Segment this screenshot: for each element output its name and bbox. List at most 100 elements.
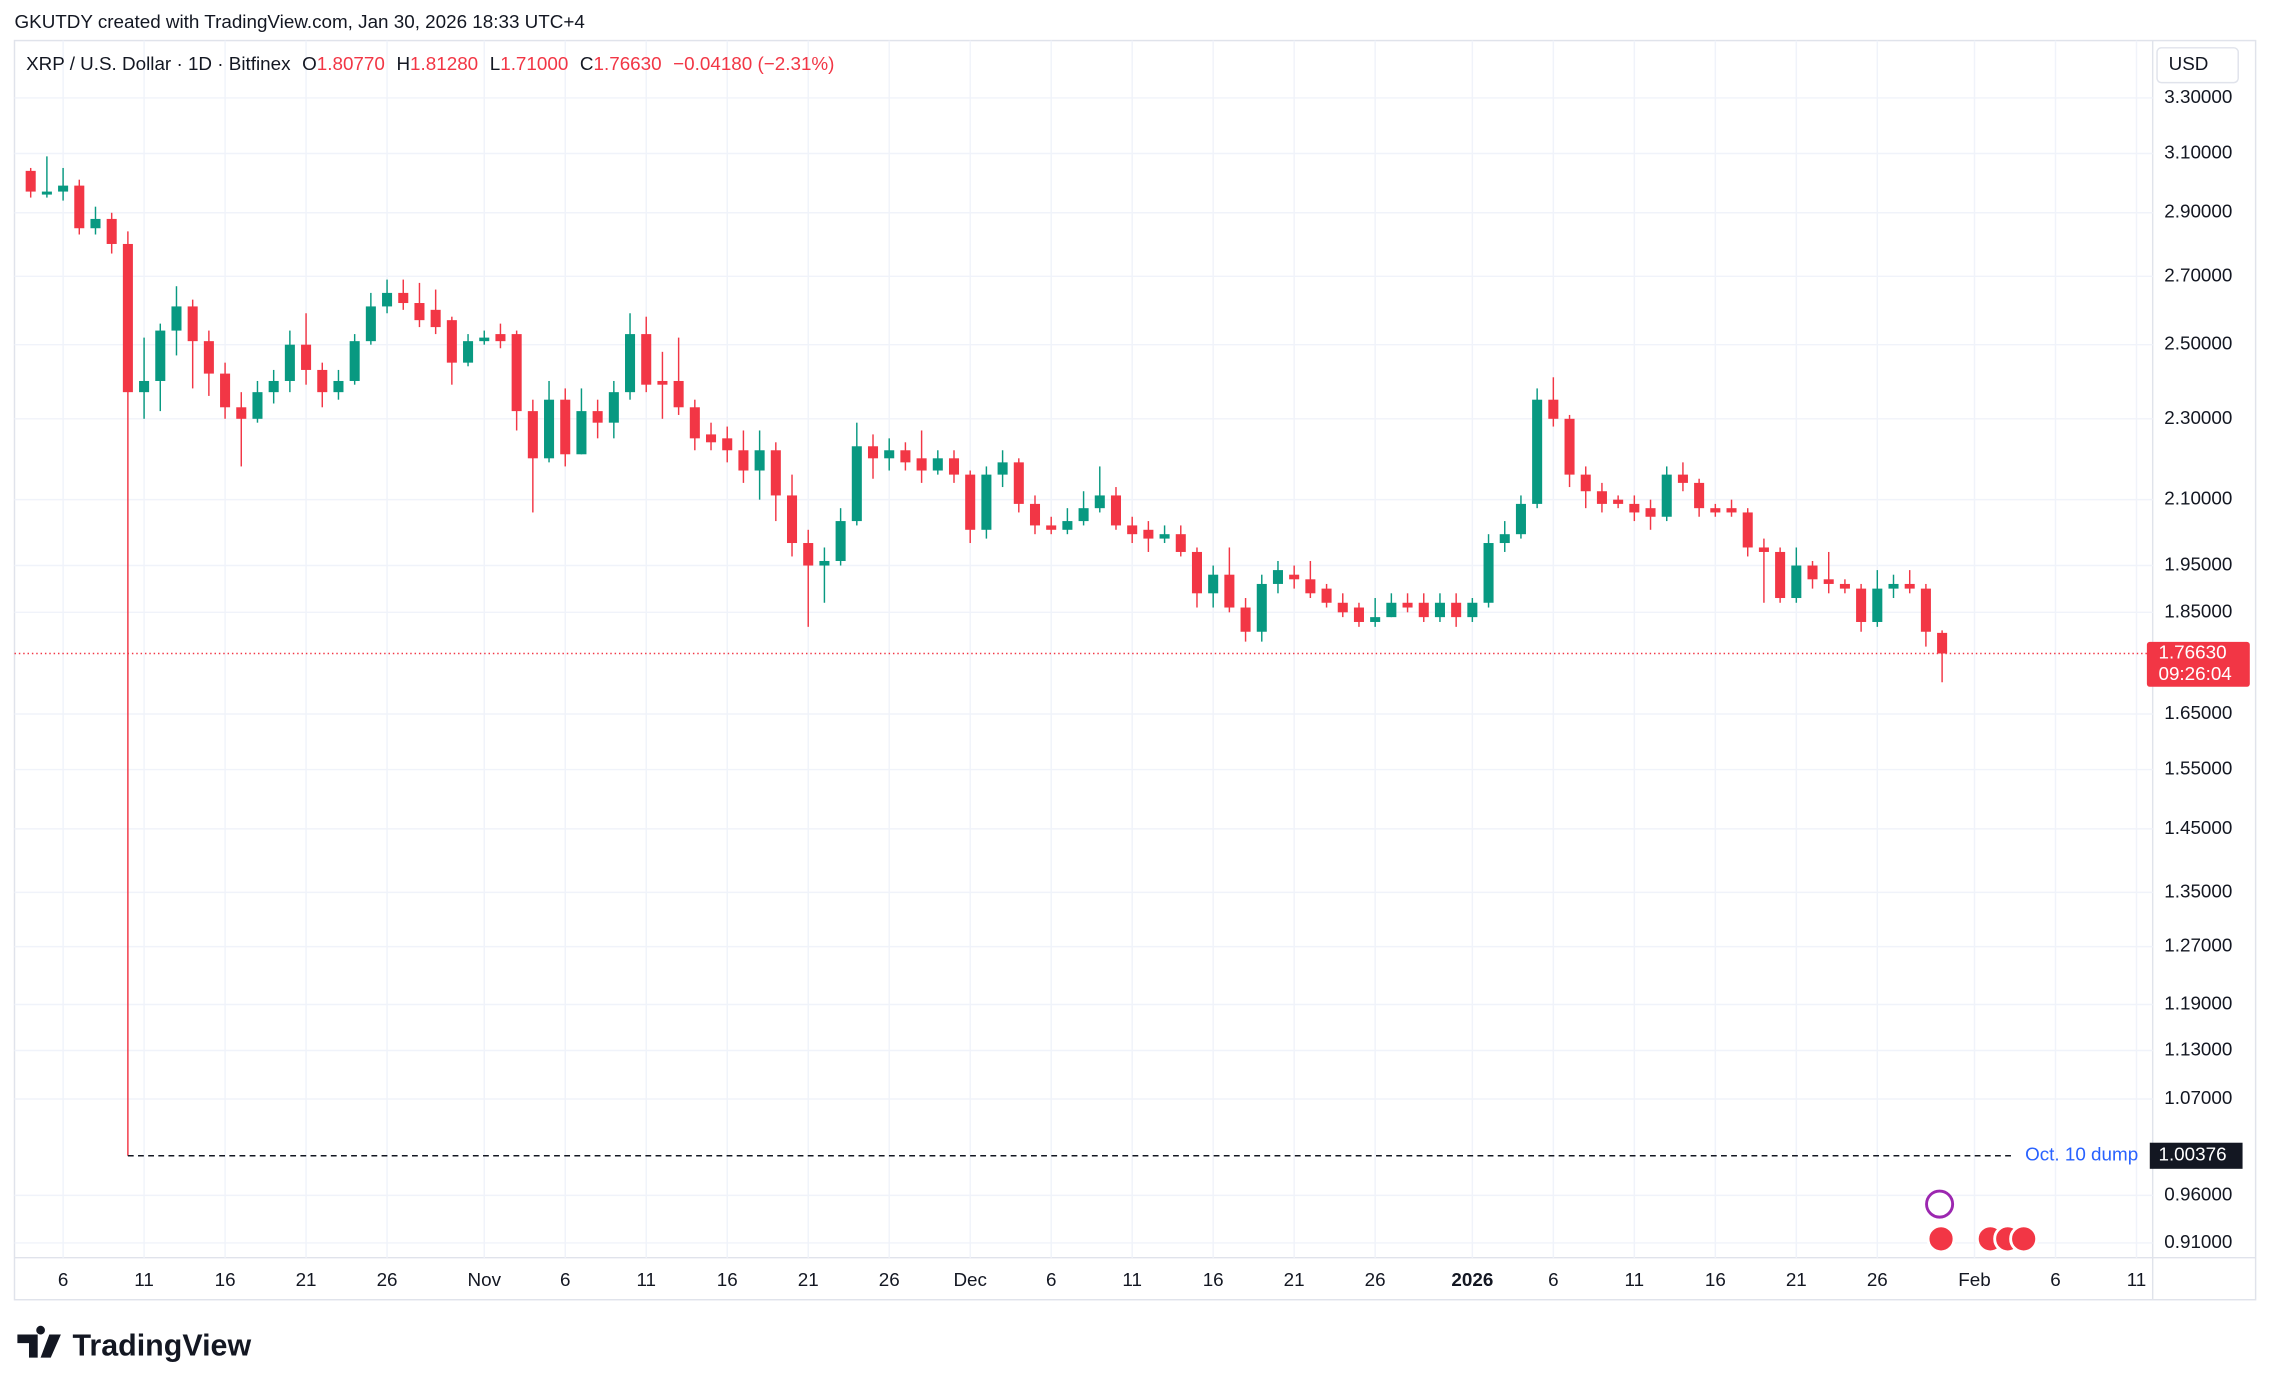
candle-body [1467,602,1478,618]
x-tick-label: 11 [2127,1269,2147,1290]
candle-body [1370,617,1381,622]
x-tick-label: 21 [798,1269,819,1290]
candle-body [576,411,587,455]
candle-body [1191,551,1202,594]
y-tick-label: 0.96000 [2164,1183,2232,1204]
legend-key: H [396,53,410,74]
candle-body [236,407,247,419]
candle-body [1127,525,1138,535]
x-tick-label: 21 [1786,1269,1807,1290]
candle-body [122,243,133,393]
candle-body [446,320,457,363]
y-tick-label: 1.45000 [2164,817,2232,838]
candle-body [1920,588,1931,632]
x-tick-label: 26 [1365,1269,1386,1290]
candle-body [1904,583,1915,589]
candle-body [754,450,765,471]
candle-body [511,334,522,412]
candle-body [560,399,571,455]
candle-body [625,334,636,393]
candle-body [301,344,312,370]
x-tick-label: 21 [296,1269,317,1290]
candle-body [592,411,603,423]
y-tick-label: 0.91000 [2164,1231,2232,1252]
candle-body [544,399,555,459]
candle-body [706,434,717,443]
brand-icon [17,1325,61,1358]
candle-body [1143,529,1154,539]
y-tick-label: 1.55000 [2164,758,2232,779]
candle-body [1094,495,1105,509]
candle-body [1483,543,1494,603]
y-tick-label: 2.50000 [2164,333,2232,354]
candle-body [1029,503,1041,526]
candle-body [284,344,295,381]
candle-body [414,303,425,321]
x-tick-label: 16 [1203,1269,1224,1290]
candle-body [1791,565,1802,599]
candle-body [916,458,927,471]
candle-body [1321,588,1332,603]
y-tick-label: 3.30000 [2164,86,2232,107]
annotation-price: 1.00376 [2158,1144,2226,1165]
x-tick-label: 26 [879,1269,900,1290]
candle-body [1451,602,1462,618]
y-tick-label: 2.70000 [2164,264,2232,285]
candle-body [25,170,36,192]
x-tick-label: 26 [1867,1269,1888,1290]
candle-body [1629,503,1640,513]
event-icon[interactable] [2009,1224,2039,1254]
candle-body [495,334,506,342]
currency[interactable]: USD [2169,53,2209,74]
candle-body [1499,534,1510,544]
candle-body [139,380,150,393]
candle-body [252,392,263,419]
y-tick-label: 1.85000 [2164,600,2232,621]
candle-body [786,495,798,544]
candle-body [90,218,101,229]
candle-body [770,450,781,496]
legend-change: −0.04180 (−2.31%) [673,53,834,74]
currency-button[interactable] [2156,47,2239,84]
candle-body [981,474,992,530]
last-price-box [2146,641,2250,687]
y-tick-label: 2.90000 [2164,201,2232,222]
annotation-text: Oct. 10 dump [2025,1144,2138,1165]
candle-body [171,306,182,331]
y-tick-label: 2.10000 [2164,488,2232,509]
x-tick-label: 16 [717,1269,738,1290]
candle-body [1110,495,1122,526]
candle-body [997,462,1008,475]
candle-body [948,458,960,475]
candle-body [1807,565,1818,580]
candle-body [1775,551,1786,599]
x-tick-label: 6 [2050,1269,2060,1290]
candle-body [527,411,538,459]
candle-body [900,450,911,463]
event-icon[interactable] [1925,1189,1955,1219]
candle-body [965,474,976,530]
candle-body [1159,534,1170,539]
candle-body [1353,607,1364,622]
candle-body [1013,462,1024,504]
candle-body [1256,583,1267,632]
countdown: 09:26:04 [2158,663,2231,684]
candle-body [41,191,52,195]
candle-body [884,450,895,459]
x-tick-label: 21 [1284,1269,1305,1290]
candle-body [1208,574,1219,594]
event-icon[interactable] [1926,1224,1956,1254]
candle-body [1240,607,1251,632]
candle-body [106,218,117,244]
candle-body [58,185,69,192]
legend-value: 1.76630 [594,53,662,74]
x-tick-label: 26 [377,1269,398,1290]
candle-body [1564,418,1575,475]
candle-body [1402,602,1413,608]
header: GKUTDY created with TradingView.com, Jan… [14,11,584,32]
candle-body [333,380,344,393]
